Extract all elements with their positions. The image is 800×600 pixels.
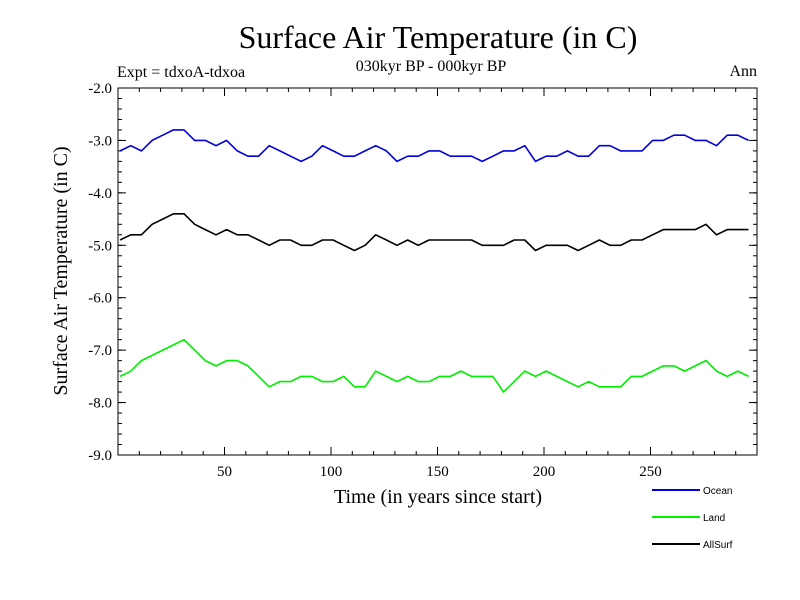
plot-frame — [117, 87, 758, 456]
series-line-land — [119, 338, 749, 393]
y-tick-label: -5.0 — [88, 238, 112, 254]
y-tick-label: -3.0 — [88, 133, 112, 149]
season-label: Ann — [729, 63, 757, 80]
y-tick-labels: -9.0 -8.0 -7.0 -6.0 -5.0 -4.0 -3.0 -2.0 — [88, 81, 112, 464]
y-axis-label: Surface Air Temperature (in C) — [50, 146, 72, 395]
x-tick-label: 50 — [217, 464, 232, 480]
x-tick-label: 100 — [320, 464, 343, 480]
y-tick-label: -4.0 — [88, 186, 112, 202]
x-tick-label: 250 — [639, 464, 662, 480]
series-lines — [119, 129, 749, 393]
y-tick-label: -2.0 — [88, 81, 112, 97]
series-line-ocean — [119, 129, 749, 163]
x-tick-label: 200 — [533, 464, 556, 480]
y-tick-label: -8.0 — [88, 396, 112, 412]
x-tick-labels: 50 100 150 200 250 — [217, 464, 662, 480]
chart-subtitle: 030kyr BP - 000kyr BP — [356, 58, 507, 75]
axis-ticks — [118, 87, 757, 456]
legend-label-land: Land — [703, 513, 725, 524]
x-tick-label: 150 — [426, 464, 449, 480]
legend-label-allsurf: AllSurf — [703, 540, 733, 551]
legend: Ocean Land AllSurf — [652, 486, 733, 551]
x-axis-label: Time (in years since start) — [334, 486, 542, 508]
series-line-allsurf — [119, 213, 749, 252]
experiment-label: Expt = tdxoA-tdxoa — [117, 64, 245, 81]
chart-title: Surface Air Temperature (in C) — [239, 19, 638, 55]
y-tick-label: -6.0 — [88, 291, 112, 307]
y-tick-label: -7.0 — [88, 343, 112, 359]
legend-label-ocean: Ocean — [703, 486, 732, 497]
y-tick-label: -9.0 — [88, 448, 112, 464]
